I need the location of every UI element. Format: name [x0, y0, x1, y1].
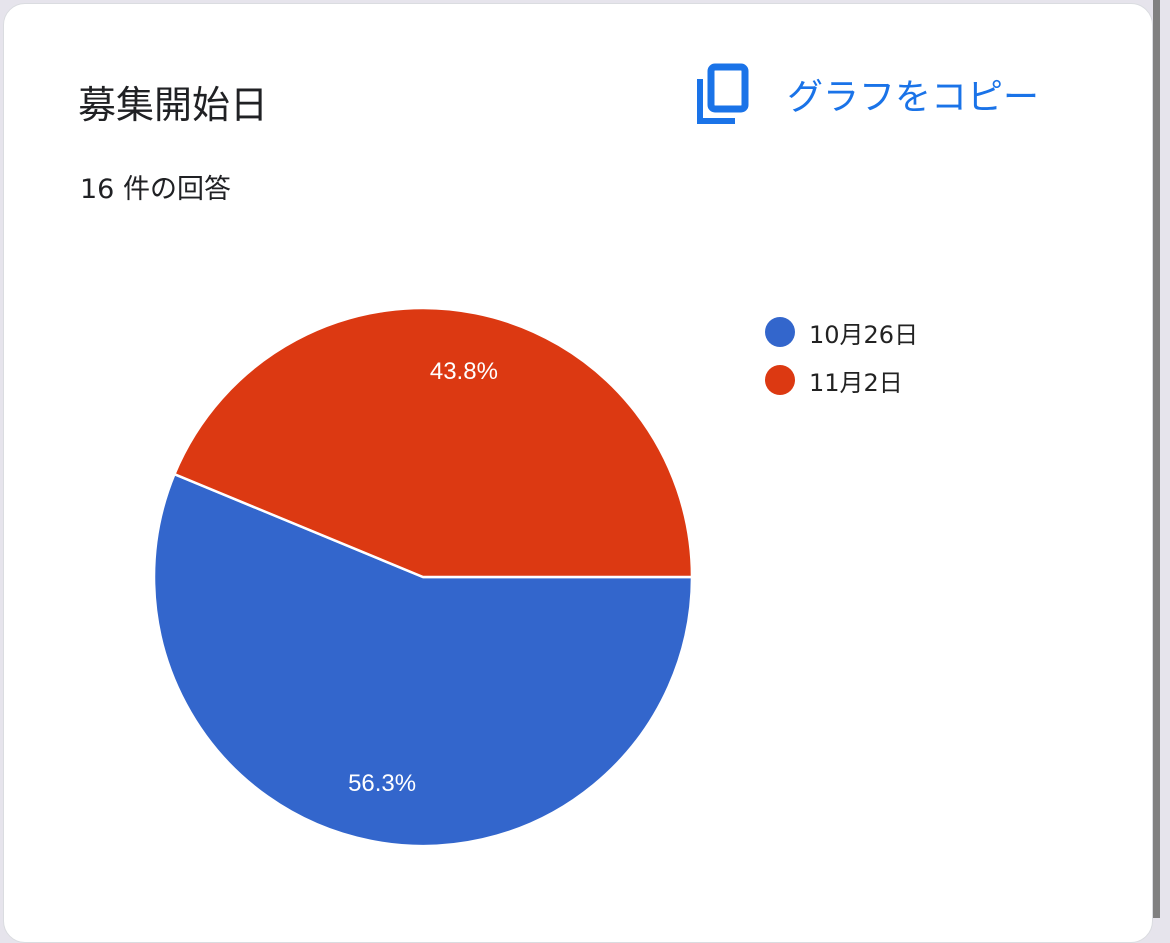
legend-item: 10月26日: [765, 308, 918, 356]
copy-chart-label: グラフをコピー: [787, 77, 1040, 118]
copy-chart-button[interactable]: グラフをコピー: [697, 63, 1039, 125]
pie-slice[interactable]: [152, 472, 694, 848]
question-title: 募集開始日: [78, 83, 269, 127]
legend-item: 11月2日: [765, 356, 918, 404]
response-count: 16 件の回答: [80, 174, 231, 205]
copy-icon: [697, 63, 749, 124]
legend-label: 11月2日: [809, 368, 903, 397]
legend-swatch: [765, 365, 795, 395]
scrollbar[interactable]: [1153, 0, 1160, 918]
pie-chart: 56.3% 43.8%: [152, 306, 694, 848]
legend: 10月26日 11月2日: [765, 308, 918, 404]
legend-label: 10月26日: [809, 320, 919, 349]
pie-slice[interactable]: [172, 306, 694, 579]
legend-swatch: [765, 317, 795, 347]
slice-label: 43.8%: [430, 358, 498, 385]
slice-label: 56.3%: [348, 770, 416, 797]
